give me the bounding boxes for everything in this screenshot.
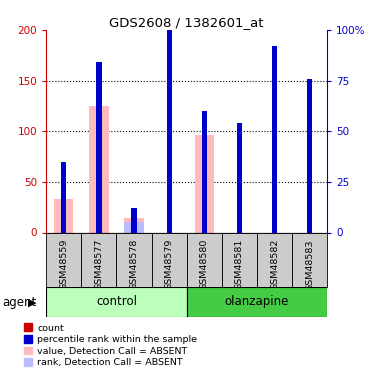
Bar [61, 162, 66, 232]
Bar [202, 111, 207, 232]
FancyBboxPatch shape [187, 232, 222, 287]
FancyBboxPatch shape [46, 287, 187, 317]
Text: GSM48579: GSM48579 [165, 239, 174, 290]
FancyBboxPatch shape [257, 232, 292, 287]
Bar [131, 224, 137, 232]
Bar [307, 79, 312, 232]
FancyBboxPatch shape [116, 232, 152, 287]
Text: GSM48581: GSM48581 [235, 239, 244, 290]
Bar [237, 123, 242, 232]
Text: GSM48559: GSM48559 [59, 239, 68, 290]
Bar [131, 208, 137, 232]
Bar [167, 30, 172, 232]
Bar [89, 106, 109, 232]
Bar [96, 62, 102, 232]
Bar [272, 46, 277, 232]
Bar [195, 135, 214, 232]
Bar [61, 202, 66, 232]
Bar [237, 164, 242, 232]
Text: GSM48578: GSM48578 [129, 239, 139, 290]
FancyBboxPatch shape [152, 232, 187, 287]
Bar [307, 107, 312, 232]
Text: control: control [96, 296, 137, 308]
Text: GSM48583: GSM48583 [305, 239, 314, 291]
Bar [124, 218, 144, 232]
Text: agent: agent [2, 296, 36, 309]
FancyBboxPatch shape [292, 232, 327, 287]
Text: GSM48580: GSM48580 [200, 239, 209, 290]
Bar [54, 199, 74, 232]
Title: GDS2608 / 1382601_at: GDS2608 / 1382601_at [109, 16, 264, 29]
FancyBboxPatch shape [187, 287, 327, 317]
Text: GSM48582: GSM48582 [270, 239, 279, 290]
Text: olanzapine: olanzapine [225, 296, 289, 308]
FancyBboxPatch shape [222, 232, 257, 287]
Bar [124, 222, 144, 232]
FancyBboxPatch shape [81, 232, 116, 287]
Legend: count, percentile rank within the sample, value, Detection Call = ABSENT, rank, : count, percentile rank within the sample… [24, 324, 197, 367]
Bar [167, 35, 172, 232]
FancyBboxPatch shape [46, 232, 81, 287]
Text: GSM48577: GSM48577 [94, 239, 104, 290]
Bar [272, 79, 277, 232]
Text: ▶: ▶ [28, 297, 37, 307]
